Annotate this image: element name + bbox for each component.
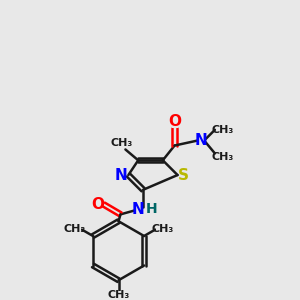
Bar [118, 169, 124, 181]
Text: H: H [146, 202, 158, 217]
Text: S: S [178, 167, 189, 182]
Bar [181, 169, 186, 181]
Bar [112, 291, 125, 299]
Text: N: N [195, 133, 208, 148]
Bar [198, 135, 204, 147]
Text: N: N [132, 202, 145, 217]
Bar [172, 116, 178, 128]
Bar [216, 125, 229, 134]
Bar [216, 153, 229, 162]
Text: CH₃: CH₃ [107, 290, 130, 300]
Text: O: O [168, 114, 181, 129]
Bar [115, 138, 128, 147]
Bar [135, 203, 141, 215]
Text: CH₃: CH₃ [63, 224, 86, 234]
Text: CH₃: CH₃ [212, 125, 234, 135]
Text: CH₃: CH₃ [152, 224, 174, 234]
Bar [95, 199, 101, 211]
Text: CH₃: CH₃ [110, 138, 133, 148]
Bar [68, 224, 81, 233]
Text: CH₃: CH₃ [212, 152, 234, 162]
Bar [156, 224, 169, 233]
Text: O: O [92, 197, 104, 212]
Text: N: N [115, 167, 128, 182]
